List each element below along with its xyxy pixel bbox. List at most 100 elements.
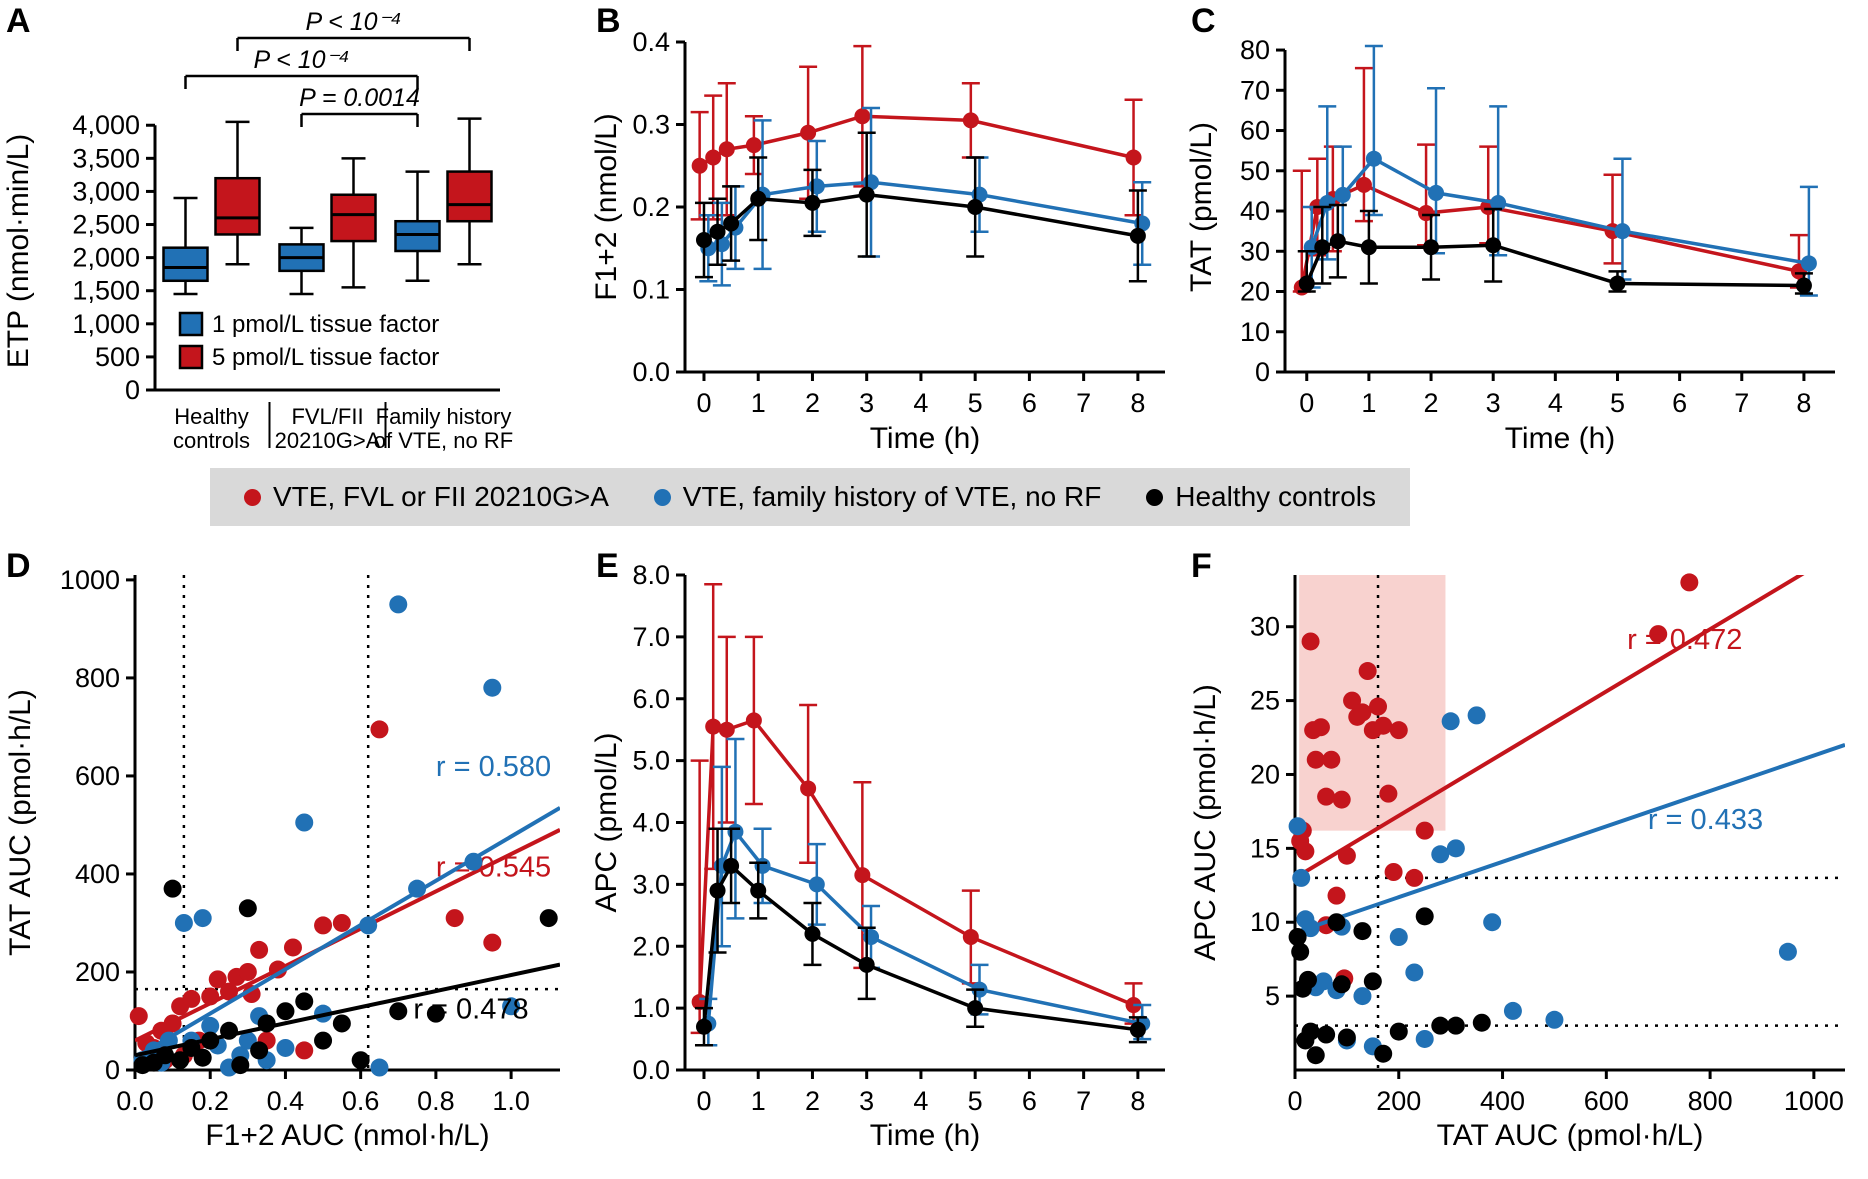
data-point [483, 933, 502, 952]
data-point [1423, 239, 1440, 256]
svg-text:2.0: 2.0 [632, 931, 670, 961]
boxplot-group2-box1 [446, 117, 493, 266]
correlation-label: r = 0.478 [413, 994, 528, 1026]
data-point [314, 1031, 333, 1050]
svg-text:400: 400 [1480, 1086, 1525, 1116]
svg-text:3.0: 3.0 [632, 869, 670, 899]
fit-line [1295, 575, 1805, 880]
data-point [250, 1041, 269, 1060]
data-point [1306, 1046, 1325, 1065]
legend-item-healthy: Healthy controls [1146, 481, 1376, 513]
tissue-factor-legend-item: 5 pmol/L tissue factor [178, 344, 439, 371]
boxplot-group1-box1 [330, 157, 377, 289]
data-point [1296, 842, 1315, 861]
p-value-label: P = 0.0014 [299, 84, 420, 112]
data-point [745, 137, 762, 154]
data-point [238, 962, 257, 981]
data-point [808, 178, 825, 195]
panel-label-a: A [6, 2, 31, 40]
data-point [483, 678, 502, 697]
svg-text:1,500: 1,500 [72, 276, 140, 306]
legend-item-vte-fvl: VTE, FVL or FII 20210G>A [244, 481, 609, 513]
legend-label-vte-family: VTE, family history of VTE, no RF [682, 481, 1102, 512]
tissue-factor-legend-item: 1 pmol/L tissue factor [178, 311, 439, 338]
data-point [1428, 184, 1445, 201]
svg-text:800: 800 [75, 663, 120, 693]
data-point [351, 1051, 370, 1070]
data-point [1332, 790, 1351, 809]
svg-text:50: 50 [1240, 156, 1270, 186]
group-label: Healthy [174, 404, 249, 429]
data-point [171, 1051, 190, 1070]
data-point [370, 720, 389, 739]
group-label: of VTE, no RF [374, 428, 513, 453]
data-point [804, 194, 821, 211]
svg-text:0: 0 [696, 1086, 711, 1116]
data-point [1355, 176, 1372, 193]
svg-text:15: 15 [1250, 833, 1280, 863]
svg-text:7: 7 [1076, 388, 1091, 418]
data-point [1415, 1029, 1434, 1048]
svg-text:0.3: 0.3 [632, 110, 670, 140]
data-point [1306, 750, 1325, 769]
boxplot-group2-box0 [394, 170, 441, 283]
svg-text:5: 5 [1265, 981, 1280, 1011]
data-point [1298, 275, 1315, 292]
data-point [1311, 718, 1330, 737]
data-point [1301, 1022, 1320, 1041]
svg-text:500: 500 [95, 342, 140, 372]
correlation-label: r = 0.433 [1648, 804, 1763, 836]
svg-text:0.4: 0.4 [267, 1086, 305, 1116]
data-point [800, 780, 817, 797]
vte-family-dot-icon [653, 488, 671, 506]
data-point [502, 997, 521, 1016]
svg-text:0: 0 [1287, 1086, 1302, 1116]
data-point [962, 112, 979, 129]
data-point [718, 721, 735, 738]
data-point [295, 813, 314, 832]
panel-f-apc-vs-tat-scatter: F 0 200 400 600 800 1000 5 10 15 20 25 30 TAT AUC (p… [1185, 545, 1868, 1179]
svg-text:6: 6 [1022, 388, 1037, 418]
data-point [426, 1004, 445, 1023]
svg-text:20: 20 [1240, 277, 1270, 307]
chart-E-root: 0 1 2 3 4 5 6 7 8 0.0 1.0 2.0 3.0 4.0 5.0 6.0 7.0 8.0 Time… [590, 560, 1165, 1152]
svg-text:1: 1 [751, 388, 766, 418]
data-point [1446, 839, 1465, 858]
svg-text:200: 200 [75, 957, 120, 987]
data-point [1389, 1022, 1408, 1041]
data-point [389, 595, 408, 614]
data-point [750, 190, 767, 207]
chart-D-svg: 0.0 0.2 0.4 0.6 0.8 1.0 0 200 400 600 800 1000 F1+2 … [4, 565, 560, 1152]
chart-E-svg: 0 1 2 3 4 5 6 7 8 0.0 1.0 2.0 3.0 4.0 5.0 6.0 7.0 8.0 Time… [590, 560, 1165, 1152]
data-point [295, 1041, 314, 1060]
boxplot-group1-box0 [278, 226, 325, 296]
data-point [1389, 928, 1408, 947]
svg-text:1: 1 [1361, 388, 1376, 418]
group-label: Family history [376, 404, 512, 429]
data-point [1384, 863, 1403, 881]
legend-swatch-icon [178, 311, 204, 337]
data-point [1298, 970, 1317, 989]
data-point [332, 913, 351, 932]
svg-text:2: 2 [805, 388, 820, 418]
data-point [705, 149, 722, 166]
svg-text:0: 0 [1299, 388, 1314, 418]
svg-text:0.1: 0.1 [632, 275, 670, 305]
svg-text:4: 4 [1548, 388, 1563, 418]
svg-text:80: 80 [1240, 35, 1270, 65]
series-healthy-controls [694, 827, 1147, 1047]
data-point [705, 718, 722, 735]
svg-text:0: 0 [105, 1055, 120, 1085]
svg-text:3,000: 3,000 [72, 176, 140, 206]
svg-text:5: 5 [1610, 388, 1625, 418]
svg-text:2,500: 2,500 [72, 210, 140, 240]
data-point [709, 882, 726, 899]
group-label: FVL/FII [291, 404, 363, 429]
data-point [389, 1002, 408, 1021]
data-point [718, 141, 735, 158]
x-axis-label: Time (h) [870, 422, 981, 455]
svg-text:8: 8 [1796, 388, 1811, 418]
panel-b-f12-timecourse: B 0 1 2 3 4 5 6 7 8 0.0 0.1 0.2 0.3 0.4 Time (h) F1+2 (… [590, 0, 1180, 465]
